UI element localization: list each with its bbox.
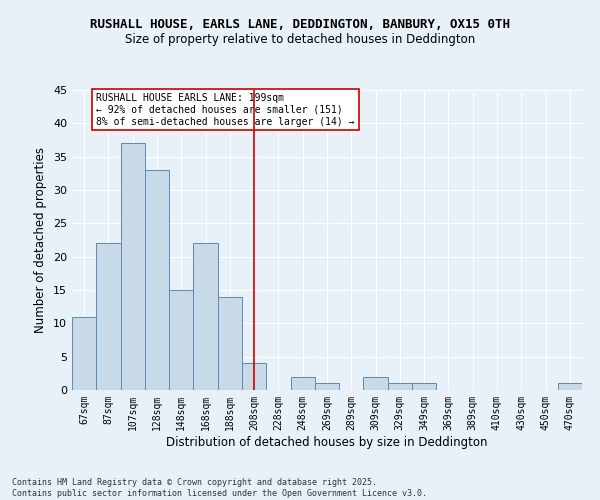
Bar — [290, 376, 315, 390]
Bar — [218, 296, 242, 390]
Bar — [72, 316, 96, 390]
Bar — [388, 384, 412, 390]
Bar — [193, 244, 218, 390]
Bar — [121, 144, 145, 390]
Text: RUSHALL HOUSE EARLS LANE: 199sqm
← 92% of detached houses are smaller (151)
8% o: RUSHALL HOUSE EARLS LANE: 199sqm ← 92% o… — [96, 94, 355, 126]
Bar — [315, 384, 339, 390]
Text: RUSHALL HOUSE, EARLS LANE, DEDDINGTON, BANBURY, OX15 0TH: RUSHALL HOUSE, EARLS LANE, DEDDINGTON, B… — [90, 18, 510, 30]
Bar — [242, 364, 266, 390]
Text: Contains HM Land Registry data © Crown copyright and database right 2025.
Contai: Contains HM Land Registry data © Crown c… — [12, 478, 427, 498]
Bar — [96, 244, 121, 390]
Bar — [145, 170, 169, 390]
Bar — [558, 384, 582, 390]
Bar — [364, 376, 388, 390]
Bar — [169, 290, 193, 390]
Y-axis label: Number of detached properties: Number of detached properties — [34, 147, 47, 333]
X-axis label: Distribution of detached houses by size in Deddington: Distribution of detached houses by size … — [166, 436, 488, 448]
Bar — [412, 384, 436, 390]
Text: Size of property relative to detached houses in Deddington: Size of property relative to detached ho… — [125, 32, 475, 46]
